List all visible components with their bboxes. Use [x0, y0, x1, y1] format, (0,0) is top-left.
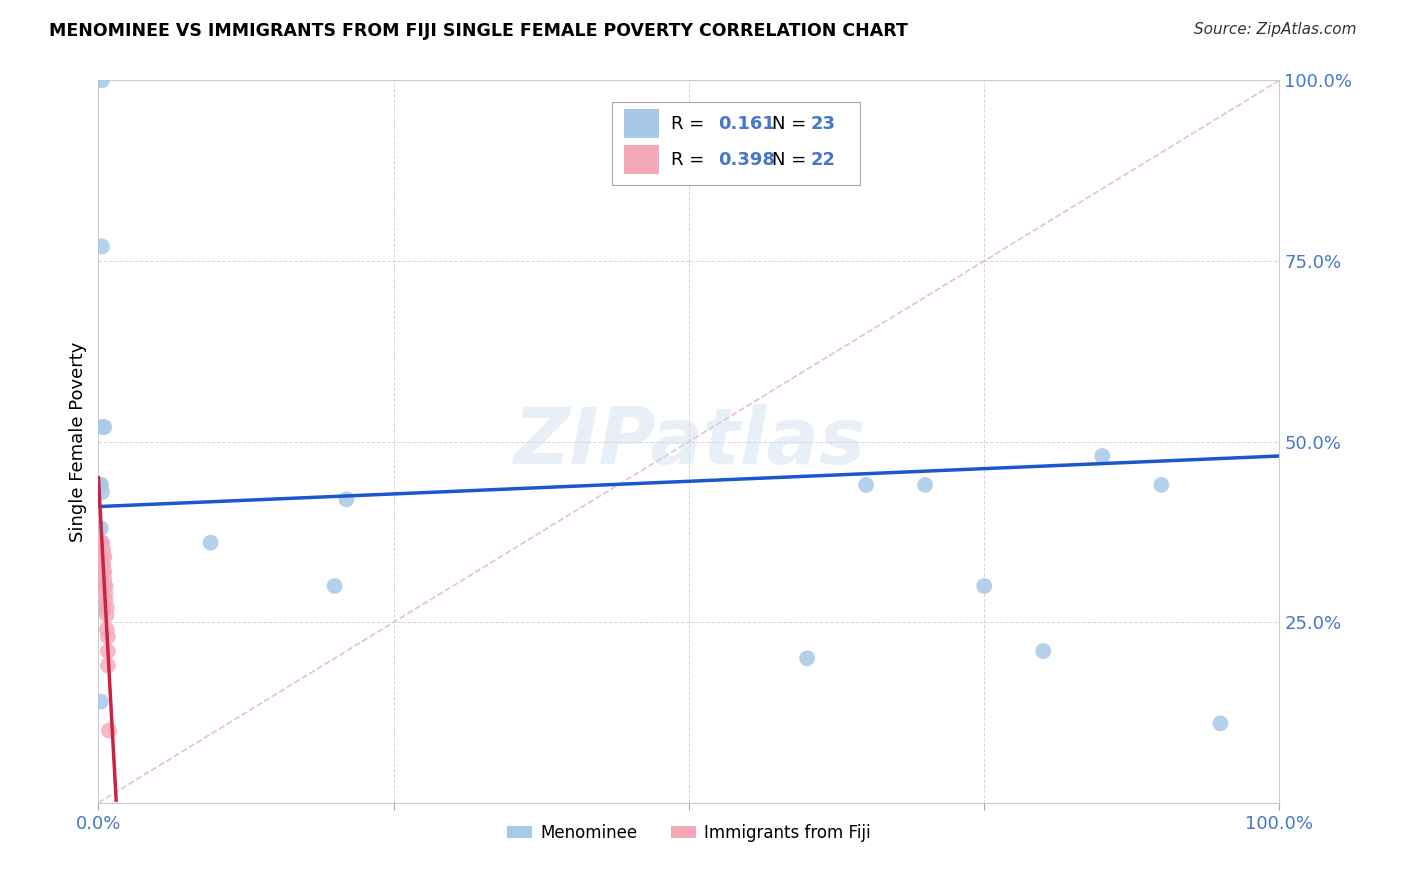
- Point: [93, 572, 115, 586]
- Point: [1032, 644, 1054, 658]
- Point: [91, 542, 114, 557]
- Text: ZIPatlas: ZIPatlas: [513, 403, 865, 480]
- Point: [90, 521, 112, 535]
- Point: [91, 239, 114, 253]
- Point: [97, 658, 120, 673]
- Point: [91, 600, 114, 615]
- Legend: Menominee, Immigrants from Fiji: Menominee, Immigrants from Fiji: [501, 817, 877, 848]
- Bar: [624, 145, 659, 174]
- Point: [1091, 449, 1114, 463]
- Text: 23: 23: [811, 115, 835, 133]
- Bar: [612, 102, 860, 185]
- Text: R =: R =: [671, 115, 710, 133]
- Point: [323, 579, 346, 593]
- Text: 22: 22: [811, 151, 835, 169]
- Point: [94, 586, 117, 600]
- Point: [335, 492, 357, 507]
- Point: [93, 550, 115, 565]
- Point: [90, 535, 112, 549]
- Point: [90, 695, 112, 709]
- Bar: [624, 109, 659, 138]
- Y-axis label: Single Female Poverty: Single Female Poverty: [69, 342, 87, 541]
- Text: N =: N =: [772, 151, 811, 169]
- Text: 0.161: 0.161: [718, 115, 775, 133]
- Point: [91, 420, 114, 434]
- Point: [91, 535, 114, 549]
- Point: [94, 593, 117, 607]
- Point: [94, 579, 117, 593]
- Point: [90, 478, 112, 492]
- Text: N =: N =: [772, 115, 811, 133]
- Point: [97, 630, 120, 644]
- Text: 0.398: 0.398: [718, 151, 776, 169]
- Point: [1150, 478, 1173, 492]
- Text: Source: ZipAtlas.com: Source: ZipAtlas.com: [1194, 22, 1357, 37]
- Point: [93, 565, 115, 579]
- Point: [91, 542, 114, 557]
- Point: [91, 565, 114, 579]
- Point: [91, 485, 114, 500]
- Text: MENOMINEE VS IMMIGRANTS FROM FIJI SINGLE FEMALE POVERTY CORRELATION CHART: MENOMINEE VS IMMIGRANTS FROM FIJI SINGLE…: [49, 22, 908, 40]
- Point: [91, 73, 114, 87]
- Point: [93, 579, 115, 593]
- Point: [91, 550, 114, 565]
- Point: [96, 623, 118, 637]
- Point: [91, 558, 114, 572]
- Point: [91, 558, 114, 572]
- Text: R =: R =: [671, 151, 710, 169]
- Point: [93, 420, 115, 434]
- Point: [796, 651, 818, 665]
- Point: [855, 478, 877, 492]
- Point: [90, 478, 112, 492]
- Point: [97, 644, 120, 658]
- Point: [98, 723, 121, 738]
- Point: [914, 478, 936, 492]
- Point: [973, 579, 995, 593]
- Point: [91, 550, 114, 565]
- Point: [1209, 716, 1232, 731]
- Point: [200, 535, 222, 549]
- Point: [96, 600, 118, 615]
- Point: [96, 607, 118, 622]
- Point: [91, 535, 114, 549]
